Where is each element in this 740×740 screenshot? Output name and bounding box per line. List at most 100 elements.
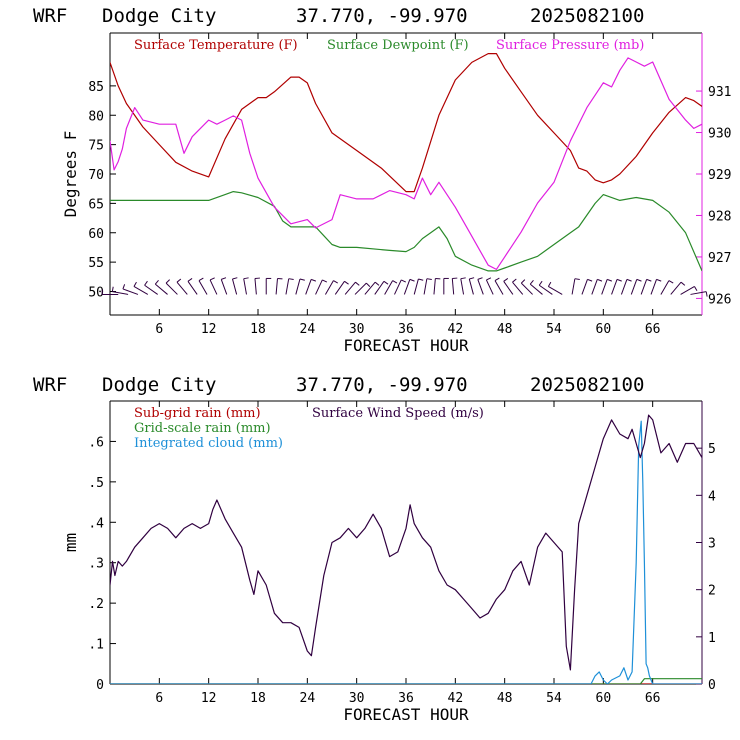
panel2-x-tick-label: 60 (596, 691, 612, 706)
wind-barb-flag (512, 278, 517, 283)
wind-barb (154, 283, 168, 295)
wind-barb (512, 281, 524, 295)
wind-barb (468, 278, 474, 295)
wind-barb (591, 279, 598, 295)
panel1-y-tick-label: 80 (88, 109, 104, 124)
panel2-series-surface-wind-speed (110, 414, 702, 671)
wind-barb (611, 279, 618, 295)
panel1-x-tick-label: 54 (546, 322, 562, 337)
wind-barb (275, 278, 278, 295)
panel2-x-tick-label: 66 (645, 691, 661, 706)
panel1-header-coords: 37.770, -99.970 (296, 5, 468, 27)
wind-barb-flag (322, 279, 328, 283)
panel1-x-tick-label: 18 (250, 322, 266, 337)
wind-barb-flag (365, 282, 371, 288)
wind-barb-flag (299, 278, 305, 281)
wind-barb-flag (401, 279, 406, 283)
panel2-y-tick-label: .1 (88, 638, 104, 653)
wind-barb (620, 279, 628, 295)
wind-barb (165, 282, 178, 295)
panel2-series-integrated-cloud (110, 420, 702, 684)
wind-barb (503, 281, 514, 295)
panel1-y2-tick-label: 930 (708, 127, 731, 142)
wind-barb-flag (626, 278, 632, 282)
panel2-x-tick-label: 24 (300, 691, 316, 706)
wind-barb-flag (154, 280, 159, 285)
wind-barb-flag (111, 286, 114, 292)
panel1-legend-entry: Surface Pressure (mb) (496, 38, 644, 53)
wind-barb-flag (409, 278, 415, 282)
wind-barb (254, 278, 257, 295)
wind-barb (374, 281, 385, 295)
panel2-legend-entry: Surface Wind Speed (m/s) (312, 406, 484, 421)
panel1-y2-tick-label: 926 (708, 292, 731, 307)
wind-barb-flag (122, 284, 126, 290)
panel2-y2-tick-label: 2 (708, 584, 716, 599)
panel1-y-tick-label: 75 (88, 139, 104, 154)
wind-barb (433, 278, 436, 295)
panel1-y-tick-label: 65 (88, 197, 104, 212)
panel2-header-coords: 37.770, -99.970 (296, 374, 468, 396)
wind-barb-flag (597, 278, 603, 282)
panel2-y-tick-label: .6 (88, 435, 104, 450)
wind-barb-flag (486, 277, 492, 281)
wind-barb (334, 281, 345, 295)
wind-barb-flag (232, 277, 238, 280)
panel2-header-location: Dodge City (102, 374, 216, 396)
wind-barb (548, 286, 563, 295)
wind-barb (354, 282, 367, 295)
wind-barb (112, 291, 129, 295)
wind-barb (231, 278, 238, 295)
wind-barb (538, 284, 553, 295)
panel1-y-tick-label: 70 (88, 168, 104, 183)
wind-barb-flag (574, 278, 580, 281)
panel2-y-tick-label: 0 (96, 678, 104, 693)
panel2-x-tick-label: 36 (398, 691, 414, 706)
wind-barb-flag (310, 278, 317, 282)
wind-barb (305, 279, 312, 295)
wind-barb-flag (426, 278, 432, 281)
wind-barb-flag (503, 278, 509, 282)
panel2-x-tick-label: 6 (155, 691, 163, 706)
wind-barb-flag (656, 278, 662, 282)
wind-barb (122, 288, 139, 295)
wind-barb-flag (209, 277, 215, 281)
wind-barb-flag (680, 281, 686, 286)
wind-barb (243, 278, 247, 295)
panel2-y-axis-label: mm (61, 533, 80, 552)
panel2-x-tick-label: 48 (497, 691, 513, 706)
wind-barb (285, 278, 290, 295)
wind-barb-flag (198, 277, 204, 282)
wind-barb-flag (469, 277, 475, 280)
wind-barb-flag (176, 278, 182, 283)
panel1-x-tick-label: 12 (201, 322, 217, 337)
wind-barb (630, 279, 638, 295)
wind-barb (364, 281, 376, 295)
wind-barb-flag (529, 280, 534, 285)
panel1-series-surface-dewpoint (110, 191, 702, 272)
panel1-x-tick-label: 6 (155, 322, 163, 337)
wind-barb (494, 280, 504, 295)
wind-barb (660, 280, 670, 295)
wind-barb-flag (705, 291, 708, 297)
wind-barb (485, 279, 494, 295)
wind-barb-flag (392, 280, 398, 284)
panel1-y-axis-label: Degrees F (61, 131, 80, 218)
wind-barb (690, 291, 707, 295)
panel2-legend-entry: Sub-grid rain (mm) (134, 406, 261, 421)
wind-barb-flag (133, 281, 137, 287)
wind-barb (680, 286, 695, 295)
wind-barb-flag (460, 277, 466, 280)
wind-barb-flag (344, 280, 349, 285)
wind-barb (324, 280, 334, 295)
wind-barb-flag (587, 278, 593, 282)
panel1-legend-entry: Surface Dewpoint (F) (327, 38, 469, 53)
panel1-x-tick-label: 60 (596, 322, 612, 337)
panel1-x-tick-label: 48 (497, 322, 513, 337)
panel2-header-model: WRF (33, 374, 67, 396)
wind-barb-flag (144, 280, 148, 286)
panel2-y-tick-label: .3 (88, 557, 104, 572)
wind-barb (477, 279, 484, 295)
wind-barb-flag (288, 278, 294, 281)
